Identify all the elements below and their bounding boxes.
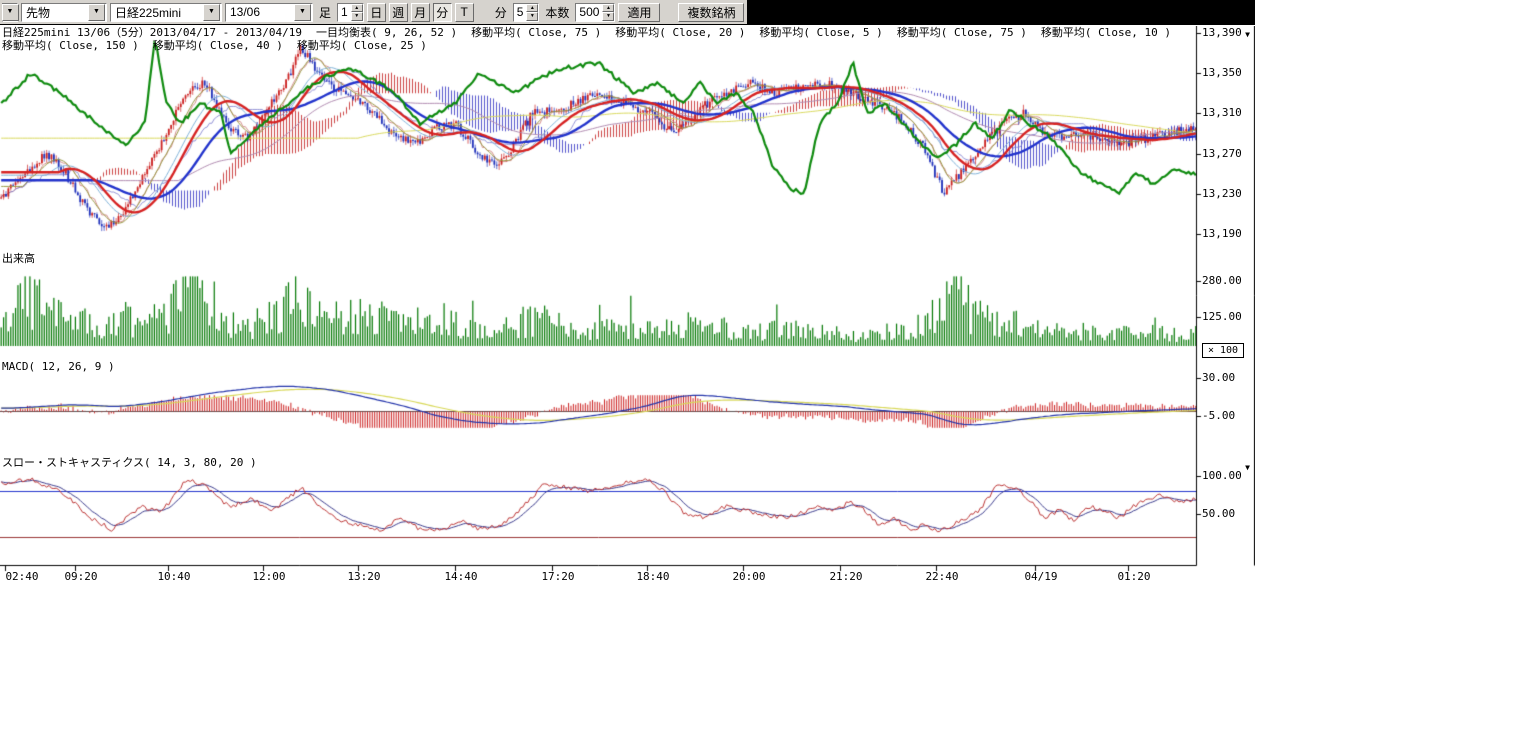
bar-type-label: 足 xyxy=(319,4,331,21)
indicator-label: 移動平均( Close, 20 ) xyxy=(615,27,745,39)
spinner-down-icon[interactable]: ▼ xyxy=(526,12,538,21)
dropdown-arrow-icon: ▼ xyxy=(203,4,220,21)
dropdown-arrow-icon: ▼ xyxy=(88,4,105,21)
bar-count-value: 500 xyxy=(576,4,602,21)
period-button-month[interactable]: 月 xyxy=(411,3,430,22)
indicator-label: 移動平均( Close, 40 ) xyxy=(153,40,283,52)
x-axis-label: 13:20 xyxy=(342,571,386,583)
toolbar-filler xyxy=(747,0,1255,24)
dropdown-arrow-icon: ▼ xyxy=(294,4,311,21)
spinner-up-icon[interactable]: ▲ xyxy=(602,4,614,13)
chart-header-line1: 日経225mini 13/06（5分）2013/04/17 - 2013/04/… xyxy=(2,27,1171,39)
chart-canvas[interactable] xyxy=(0,26,1255,586)
x-axis-label: 22:40 xyxy=(920,571,964,583)
x-axis-label: 20:00 xyxy=(727,571,771,583)
chart-area: 日経225mini 13/06（5分）2013/04/17 - 2013/04/… xyxy=(0,25,1290,625)
volume-multiplier-badge: × 100 xyxy=(1202,343,1244,358)
dropdown-arrow-icon: ▼ xyxy=(2,4,19,21)
indicator-label: 一目均衡表( 9, 26, 52 ) xyxy=(316,27,457,39)
spinner-up-icon[interactable]: ▲ xyxy=(351,4,363,13)
toolbar: ▼ 先物 ▼ 日経225mini ▼ 13/06 ▼ 足 1 ▲ ▼ 日 週 月… xyxy=(0,0,1255,25)
y-axis-label: 280.00 xyxy=(1202,275,1242,287)
multi-symbol-button[interactable]: 複数銘柄 xyxy=(678,3,744,22)
y-axis-label: 13,390 xyxy=(1202,27,1242,39)
leftmost-dropdown[interactable]: ▼ xyxy=(2,3,18,22)
apply-button[interactable]: 適用 xyxy=(618,3,660,22)
bar-count-stepper[interactable]: 500 ▲ ▼ xyxy=(575,3,615,22)
x-axis-label: 18:40 xyxy=(631,571,675,583)
minute-value: 5 xyxy=(514,4,527,21)
spinner-down-icon[interactable]: ▼ xyxy=(351,12,363,21)
symbol-type-select[interactable]: 先物 ▼ xyxy=(21,3,107,22)
contract-select[interactable]: 13/06 ▼ xyxy=(225,3,313,22)
symbol-type-value: 先物 xyxy=(22,4,54,21)
x-axis-label: 10:40 xyxy=(152,571,196,583)
chart-title: 日経225mini 13/06（5分）2013/04/17 - 2013/04/… xyxy=(2,27,302,39)
interval-stepper[interactable]: 1 ▲ ▼ xyxy=(337,3,364,22)
x-axis-label: 12:00 xyxy=(247,571,291,583)
minute-value-stepper[interactable]: 5 ▲ ▼ xyxy=(513,3,540,22)
y-axis-label: 100.00 xyxy=(1202,470,1242,482)
y-axis-label: 50.00 xyxy=(1202,508,1235,520)
y-axis-label: 13,270 xyxy=(1202,148,1242,160)
indicator-label: 移動平均( Close, 10 ) xyxy=(1041,27,1171,39)
period-button-day[interactable]: 日 xyxy=(367,3,386,22)
y-axis-label: 13,310 xyxy=(1202,107,1242,119)
indicator-label: 移動平均( Close, 25 ) xyxy=(297,40,427,52)
x-axis-label: 02:40 xyxy=(0,571,44,583)
indicator-label: 移動平均( Close, 150 ) xyxy=(2,40,139,52)
volume-panel-label: 出来高 xyxy=(2,253,35,265)
x-axis-label: 21:20 xyxy=(824,571,868,583)
y-axis-label: 125.00 xyxy=(1202,311,1242,323)
y-axis-label: -5.00 xyxy=(1202,410,1235,422)
stochastics-panel-label: スロー・ストキャスティクス( 14, 3, 80, 20 ) xyxy=(2,457,257,469)
indicator-label: 移動平均( Close, 75 ) xyxy=(471,27,601,39)
indicator-label: 移動平均( Close, 75 ) xyxy=(897,27,1027,39)
period-button-tick[interactable]: T xyxy=(455,3,474,22)
symbol-value: 日経225mini xyxy=(111,4,185,21)
minute-unit-label: 分 xyxy=(495,4,507,21)
x-axis-label: 17:20 xyxy=(536,571,580,583)
symbol-select[interactable]: 日経225mini ▼ xyxy=(110,3,222,22)
x-axis-label: 09:20 xyxy=(59,571,103,583)
scroll-down-icon[interactable]: ▼ xyxy=(1241,462,1254,473)
x-axis-label: 14:40 xyxy=(439,571,483,583)
y-axis-label: 13,350 xyxy=(1202,67,1242,79)
x-axis-label: 01:20 xyxy=(1112,571,1156,583)
period-button-week[interactable]: 週 xyxy=(389,3,408,22)
spinner-down-icon[interactable]: ▼ xyxy=(602,12,614,21)
spinner-up-icon[interactable]: ▲ xyxy=(526,4,538,13)
y-axis-label: 13,230 xyxy=(1202,188,1242,200)
x-axis-label: 04/19 xyxy=(1019,571,1063,583)
macd-panel-label: MACD( 12, 26, 9 ) xyxy=(2,361,115,373)
y-axis-label: 13,190 xyxy=(1202,228,1242,240)
bar-count-label: 本数 xyxy=(545,4,569,21)
indicator-label: 移動平均( Close, 5 ) xyxy=(759,27,882,39)
chart-header-line2: 移動平均( Close, 150 ) 移動平均( Close, 40 ) 移動平均(… xyxy=(2,40,427,52)
period-button-minute[interactable]: 分 xyxy=(433,3,452,22)
y-axis-label: 30.00 xyxy=(1202,372,1235,384)
contract-value: 13/06 xyxy=(226,5,264,19)
scroll-down-icon[interactable]: ▼ xyxy=(1241,29,1254,40)
interval-value: 1 xyxy=(338,4,351,21)
